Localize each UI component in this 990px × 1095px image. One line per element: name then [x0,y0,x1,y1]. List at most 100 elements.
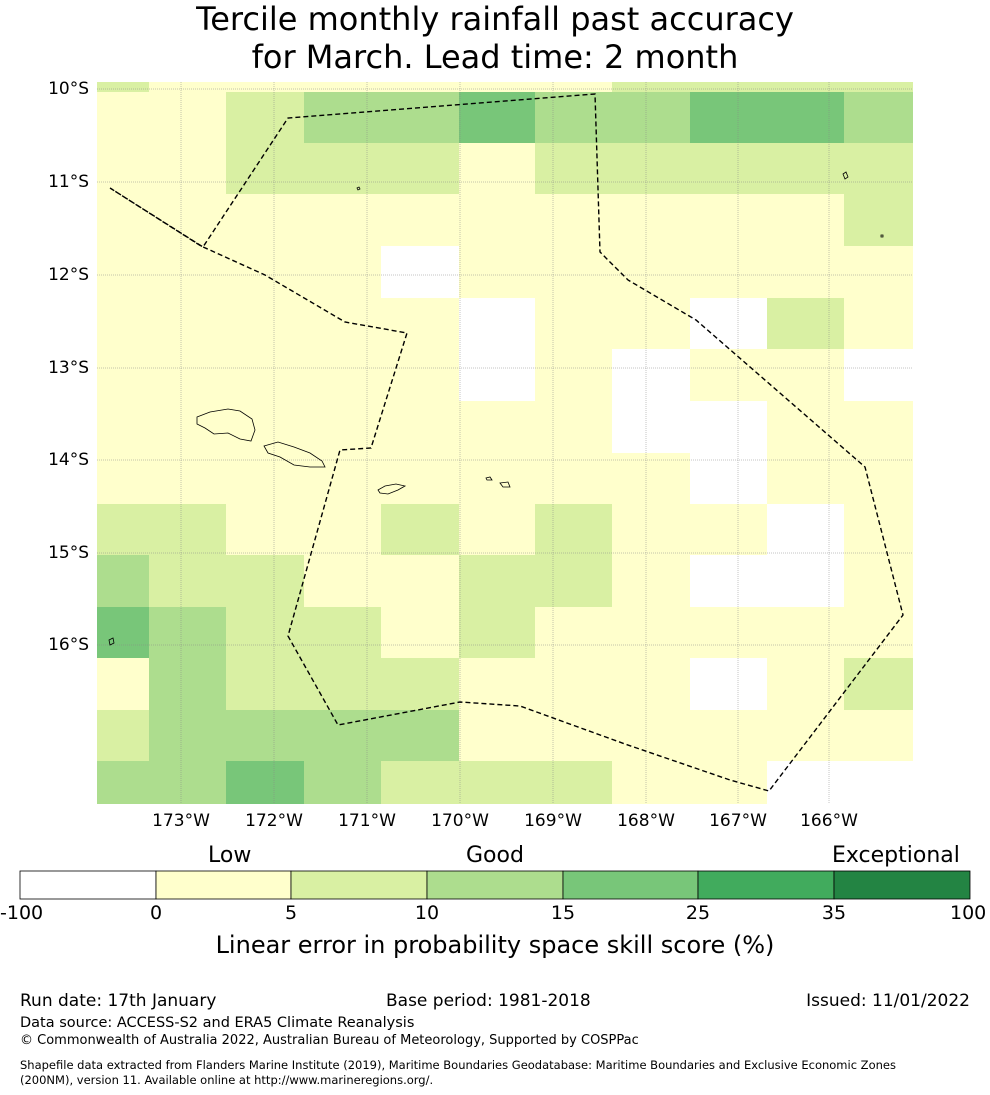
longitude-label: 167°W [709,811,767,831]
grid-cell [304,401,381,453]
grid-cell [459,246,535,298]
colorbar-label-exceptional: Exceptional [832,843,960,868]
shapefile-credit-line-2: (200NM), version 11. Available online at… [20,1073,434,1087]
grid-cell [612,92,690,143]
longitude-label: 171°W [338,811,396,831]
grid-cell [226,143,304,194]
colorbar-tick-label: 25 [685,902,711,924]
latitude-label: 11°S [48,172,89,192]
grid-cell [844,298,913,349]
grid-cell [459,143,535,194]
grid-cell [97,710,149,761]
grid-cell [767,710,844,761]
grid-cell [381,143,459,194]
grid-cell [381,92,459,143]
grid-cell [535,555,612,607]
grid-cell [226,555,304,607]
grid-cell [381,453,459,504]
colorbar-tick-label: 35 [821,902,847,924]
grid-cell [97,298,149,349]
grid-cell [459,555,535,607]
grid-cell [844,143,913,194]
title-line-1: Tercile monthly rainfall past accuracy [196,0,794,38]
grid-cell [459,349,535,401]
grid-cell [149,607,226,658]
grid-cell [97,92,149,143]
latitude-label: 15°S [48,543,89,563]
longitude-label: 168°W [617,811,675,831]
grid-cell [149,246,226,298]
chart-title: Tercile monthly rainfall past accuracy f… [0,0,990,76]
grid-cell [690,246,767,298]
colorbar-title: Linear error in probability space skill … [215,931,775,959]
skill-grid [97,82,913,804]
longitude-label: 170°W [431,811,489,831]
eez-boundary [109,93,904,792]
grid-cell [149,401,226,453]
grid-cell [612,298,690,349]
grid-cell [149,761,226,804]
grid-cell [304,453,381,504]
grid-cell [97,607,149,658]
grid-cell [612,143,690,194]
grid-cell [612,658,690,710]
grid-cell [97,504,149,555]
colorbar-label-good: Good [466,843,524,868]
grid-cell [97,194,149,246]
latitude-label: 12°S [48,265,89,285]
colorbar-tick-label: -100 [0,902,44,924]
grid-cell [690,607,767,658]
grid-cell [149,658,226,710]
grid-cell [767,298,844,349]
grid-cell [844,349,913,401]
grid-cell [97,555,149,607]
colorbar-segment [290,870,428,900]
grid-cell [304,607,381,658]
grid-cell [767,92,844,143]
grid-cell [149,555,226,607]
grid-cell [304,92,381,143]
grid-cell [97,658,149,710]
grid-cell [459,710,535,761]
grid-cell [612,246,690,298]
grid-cell [844,761,913,804]
grid-cell [844,607,913,658]
run-date: Run date: 17th January [20,991,217,1011]
tokelau-islet-1 [842,171,849,180]
colorbar-tick-label: 15 [550,902,576,924]
tokelau-islet-2 [880,234,884,238]
grid-cell [690,453,767,504]
tutuila-island [377,483,407,495]
swains-island [356,186,361,191]
grid-cell [612,401,690,453]
grid-cell [381,298,459,349]
grid-cell [226,761,304,804]
grid-cell [304,298,381,349]
colorbar-segment [155,870,292,900]
colorbar-label-low: Low [208,843,252,868]
grid-cell [381,607,459,658]
grid-cell [226,453,304,504]
grid-cell [690,82,767,92]
grid-cell [844,710,913,761]
grid-cell [612,607,690,658]
grid-cell [381,246,459,298]
grid-cell [767,194,844,246]
manua-island-2 [499,481,511,488]
grid-cell [535,658,612,710]
grid-cell [304,194,381,246]
grid-cell [767,453,844,504]
grid-cell [304,246,381,298]
grid-cell [535,298,612,349]
grid-cell [535,349,612,401]
grid-cell [226,658,304,710]
grid-cell [149,349,226,401]
grid-cell [97,453,149,504]
copyright: © Commonwealth of Australia 2022, Austra… [20,1033,639,1048]
grid-cell [612,555,690,607]
grid-cell [767,143,844,194]
grid-cell [226,82,304,92]
grid-cell [535,143,612,194]
grid-cell [690,504,767,555]
grid-cell [535,607,612,658]
